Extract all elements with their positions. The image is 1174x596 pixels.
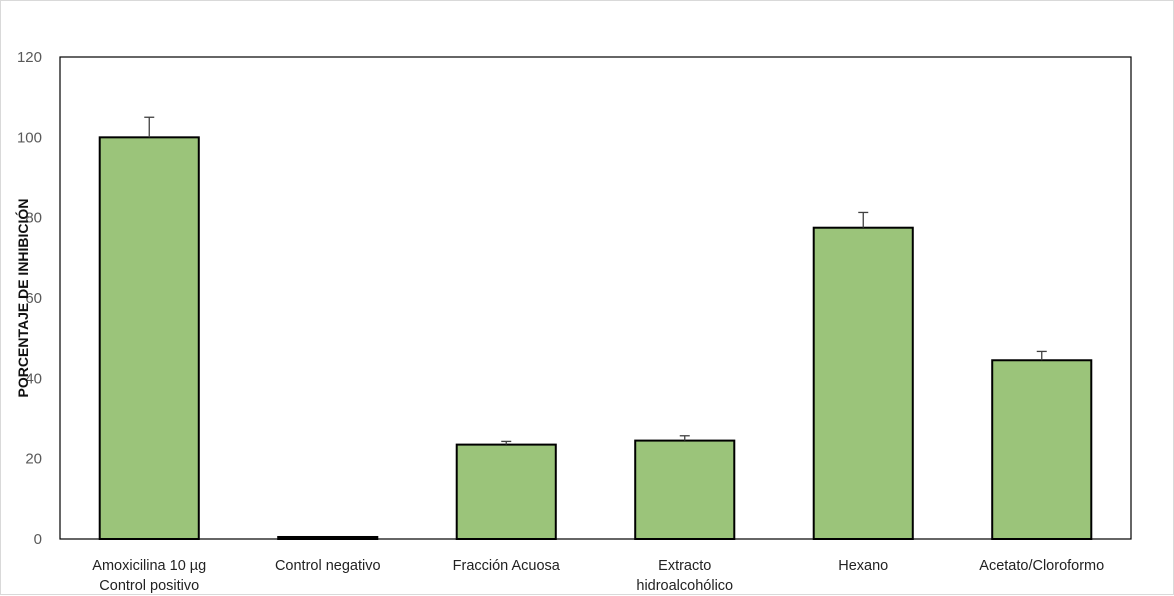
x-category-label: Extracto hidroalcohólico (636, 558, 733, 594)
bar (100, 137, 199, 539)
x-axis-labels: Amoxicilina 10 µg Control positivo Control… (92, 558, 1104, 594)
x-category-label: Fracción Acuosa (453, 558, 561, 574)
y-tick-label: 20 (25, 451, 42, 468)
y-tick-label: 100 (17, 129, 42, 146)
x-category-label: Hexano (838, 558, 888, 574)
x-category-label: Acetato/Cloroformo (979, 558, 1104, 574)
bar (992, 360, 1091, 539)
y-axis-title: PORCENTAJE DE INHIBICIÓN (14, 199, 31, 398)
y-tick-label: 0 (34, 531, 42, 548)
x-category-label: Control negativo (275, 558, 381, 574)
x-category-label: Amoxicilina 10 µg Control positivo (92, 558, 206, 594)
bar (814, 228, 913, 539)
bar (635, 441, 734, 539)
plot-area (60, 57, 1131, 539)
bar (457, 445, 556, 539)
bar (278, 537, 377, 539)
y-tick-label: 120 (17, 49, 42, 66)
